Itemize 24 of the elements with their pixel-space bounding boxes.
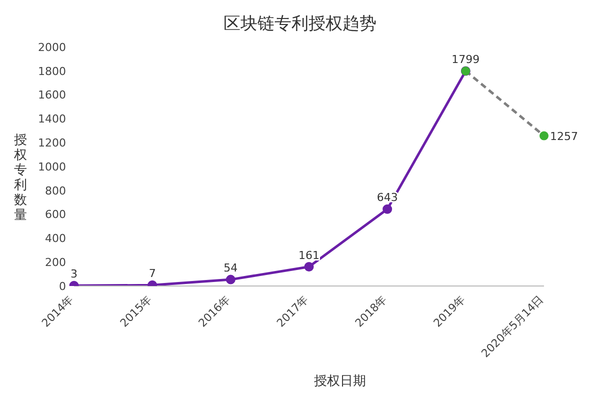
point bbox=[226, 274, 236, 284]
point bbox=[304, 262, 314, 272]
y-tick-label: 1400 bbox=[38, 112, 66, 126]
chart-title: 区块链专利授权趋势 bbox=[222, 13, 378, 35]
y-tick-label: 800 bbox=[45, 184, 66, 198]
y-tick-label: 1800 bbox=[38, 64, 66, 78]
y-tick-label: 1000 bbox=[38, 160, 66, 174]
point bbox=[539, 131, 549, 140]
data-label: 1257 bbox=[550, 130, 578, 143]
y-tick-label: 200 bbox=[45, 256, 66, 270]
y-tick-label: 1200 bbox=[38, 136, 66, 150]
data-label: 3 bbox=[70, 268, 78, 281]
point bbox=[382, 204, 392, 214]
y-tick-label: 1600 bbox=[38, 88, 66, 102]
data-label: 7 bbox=[148, 267, 156, 280]
y-axis-title: 授权专利数量 bbox=[14, 133, 28, 223]
y-tick-label: 0 bbox=[59, 280, 66, 293]
y-tick-label: 600 bbox=[45, 208, 66, 222]
y-tick-label: 2000 bbox=[38, 40, 66, 54]
x-axis-title: 授权日期 bbox=[313, 373, 367, 390]
data-label: 161 bbox=[298, 248, 320, 262]
data-label: 1799 bbox=[452, 53, 480, 66]
data-label: 54 bbox=[224, 262, 238, 275]
y-tick-label: 400 bbox=[45, 232, 66, 246]
